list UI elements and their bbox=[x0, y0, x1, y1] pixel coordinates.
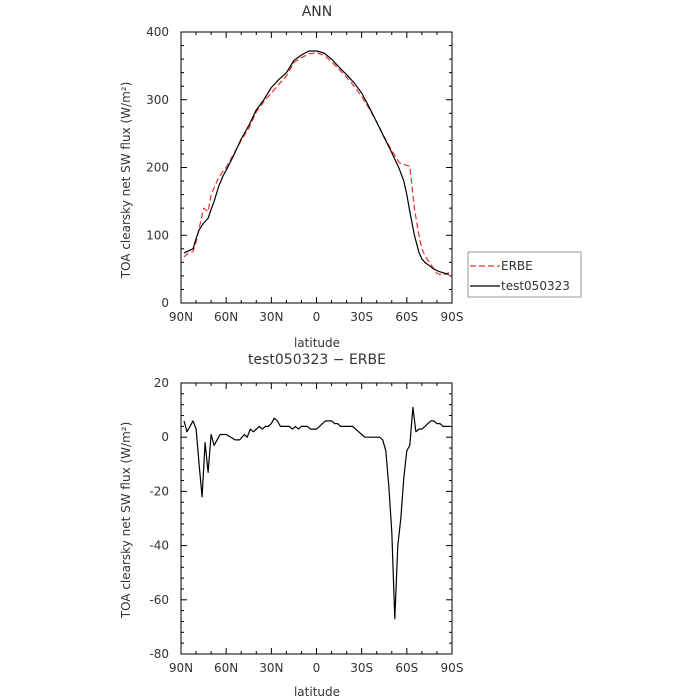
x-tick-label: 90S bbox=[441, 661, 464, 675]
x-tick-label: 90N bbox=[169, 661, 193, 675]
y-tick-label: -80 bbox=[149, 647, 169, 661]
y-tick-label: 20 bbox=[154, 376, 169, 390]
top-chart-title: ANN bbox=[302, 4, 333, 20]
top-plot-frame bbox=[180, 31, 453, 304]
y-tick-label: 400 bbox=[146, 25, 169, 39]
y-tick-label: 100 bbox=[146, 228, 169, 242]
bottom-panel: test050323 − ERBE 90N 60N 30N 0 30S 60S 90S -80… bbox=[119, 352, 463, 699]
bottom-x-axis-title: latitude bbox=[294, 685, 340, 699]
x-tick-label: 30S bbox=[350, 661, 373, 675]
series-line-erbe bbox=[183, 52, 450, 276]
y-tick-label: -20 bbox=[149, 484, 169, 498]
x-tick-label: 30N bbox=[259, 310, 283, 324]
y-tick-label: 0 bbox=[161, 296, 169, 310]
x-tick-label: 60N bbox=[214, 310, 238, 324]
x-tick-label: 30N bbox=[259, 661, 283, 675]
top-series-lines bbox=[183, 50, 450, 276]
x-tick-label: 60S bbox=[395, 310, 418, 324]
y-tick-label: 200 bbox=[146, 161, 169, 175]
x-tick-label: 30S bbox=[350, 310, 373, 324]
y-tick-label: 300 bbox=[146, 93, 169, 107]
legend-label-erbe: ERBE bbox=[501, 259, 533, 273]
top-y-axis-title: TOA clearsky net SW flux (W/m²) bbox=[119, 82, 133, 280]
difference-series-line bbox=[183, 406, 449, 620]
series-line-test050323 bbox=[183, 50, 450, 276]
top-x-axis-title: latitude bbox=[294, 336, 340, 350]
top-panel: ANN 90N 60N 30N 0 30S 60S 90S 0 100 200 300 400 lat… bbox=[119, 4, 463, 350]
x-tick-label: 60S bbox=[395, 661, 418, 675]
x-tick-label: 60N bbox=[214, 661, 238, 675]
legend: ERBE test050323 bbox=[467, 251, 582, 298]
legend-box bbox=[467, 251, 582, 298]
top-axis-ticks: 90N 60N 30N 0 30S 60S 90S 0 100 200 300 400 bbox=[146, 25, 463, 324]
bottom-axis-ticks: 90N 60N 30N 0 30S 60S 90S -80 -60 -40 -20 0 20 bbox=[149, 376, 463, 675]
y-tick-label: 0 bbox=[161, 430, 169, 444]
x-tick-label: 0 bbox=[313, 310, 321, 324]
x-tick-label: 90S bbox=[441, 310, 464, 324]
bottom-y-axis-title: TOA clearsky net SW flux (W/m²) bbox=[119, 422, 133, 620]
y-tick-label: -60 bbox=[149, 593, 169, 607]
x-tick-label: 90N bbox=[169, 310, 193, 324]
bottom-series-lines bbox=[183, 406, 449, 620]
bottom-chart-title: test050323 − ERBE bbox=[248, 352, 386, 368]
y-tick-label: -40 bbox=[149, 539, 169, 553]
legend-label-test050323: test050323 bbox=[501, 279, 570, 293]
x-tick-label: 0 bbox=[313, 661, 321, 675]
